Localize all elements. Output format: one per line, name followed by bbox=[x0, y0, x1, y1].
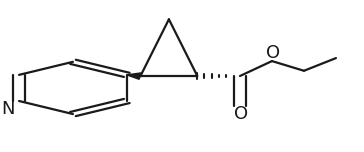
Text: O: O bbox=[266, 44, 280, 62]
Polygon shape bbox=[127, 73, 142, 79]
Text: N: N bbox=[2, 100, 15, 118]
Text: O: O bbox=[234, 105, 248, 123]
